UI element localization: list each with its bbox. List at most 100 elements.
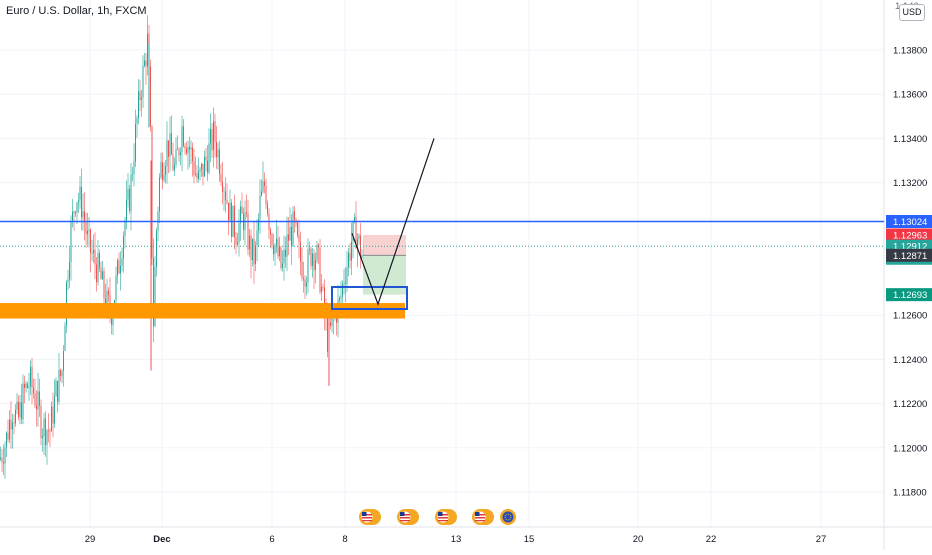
eu-stars (504, 513, 512, 521)
candle-body (100, 267, 102, 280)
x-tick-label: 27 (816, 534, 827, 545)
flag-stripe (400, 514, 410, 516)
candle-body (1, 457, 3, 463)
candle-body (294, 211, 295, 220)
candle-body (309, 248, 310, 250)
candle-body (300, 242, 301, 262)
candle-body (133, 161, 135, 174)
candle-body (292, 211, 294, 246)
candle-body (265, 185, 267, 204)
candle-body (69, 262, 70, 280)
candle-body (54, 396, 55, 424)
candle-body (357, 238, 358, 249)
candle-body (259, 195, 261, 220)
price-label-target (886, 288, 932, 302)
candle-body (241, 206, 243, 214)
candle-body (135, 123, 136, 162)
flag-stripe (438, 520, 448, 522)
candle-body (36, 405, 37, 410)
candle-body (199, 169, 201, 172)
candle-body (346, 267, 348, 284)
candle-body (289, 226, 291, 241)
candle-body (25, 383, 27, 388)
candle-body (349, 252, 351, 261)
candle-body (63, 350, 64, 371)
candle-body (261, 191, 262, 196)
flag-stripe (362, 514, 372, 516)
candle-body (27, 383, 28, 388)
candle-body (51, 406, 52, 432)
candle-body (258, 219, 259, 231)
target-zone (363, 255, 406, 295)
x-tick-label: 6 (269, 534, 274, 545)
candle-body (264, 181, 265, 186)
candle-body (163, 174, 165, 181)
candle-body (217, 149, 219, 158)
candle-body (72, 211, 73, 223)
candle-body (196, 173, 198, 179)
candle-body (145, 60, 147, 67)
candle-body (186, 148, 187, 154)
flag-stripe (438, 514, 448, 516)
candle-body (58, 369, 60, 402)
candle-body (178, 149, 180, 156)
candle-body (0, 457, 1, 459)
candle-body (67, 279, 69, 282)
candle-body (319, 247, 321, 293)
candle-body (231, 202, 232, 237)
candle-body (139, 91, 141, 101)
price-label-entry (886, 248, 932, 262)
candle-body (253, 238, 255, 265)
candle-body (121, 258, 123, 266)
candle-body (45, 418, 46, 446)
candle-body (223, 191, 225, 193)
candle-body (159, 177, 160, 212)
projection-path (351, 138, 435, 306)
candle-body (28, 386, 30, 388)
candle-body (240, 206, 241, 224)
candle-body (84, 211, 85, 223)
candle-body (283, 249, 285, 264)
candle-body (303, 277, 304, 280)
y-tick-label: 1.13800 (893, 46, 927, 57)
candle-body (177, 149, 178, 151)
flag-stripe (362, 517, 372, 519)
candle-body (297, 223, 298, 236)
candle-body (229, 202, 231, 221)
candle-body (34, 393, 36, 406)
candle-body (316, 244, 318, 261)
flag-stripe (438, 517, 448, 519)
candle-body (286, 234, 288, 257)
candle-body (99, 252, 100, 268)
candle-body (16, 401, 18, 410)
candle-body (43, 418, 45, 437)
candle-body (339, 298, 340, 301)
candle-body (108, 290, 109, 296)
candle-body (130, 174, 132, 212)
candle-body (187, 147, 189, 154)
candle-body (169, 133, 171, 157)
candle-body (210, 129, 211, 144)
candle-body (277, 238, 279, 257)
stop-zone (363, 234, 406, 256)
y-tick-label: 1.13200 (893, 178, 927, 189)
candle-body (57, 380, 58, 402)
candle-body (291, 226, 292, 246)
currency-button[interactable]: USD (899, 4, 925, 21)
candle-body (136, 117, 138, 124)
candle-body (351, 241, 352, 261)
candle-body (331, 317, 333, 326)
candle-body (10, 419, 12, 430)
candle-body (237, 242, 238, 245)
y-tick-label: 1.12400 (893, 355, 927, 366)
candle-body (310, 248, 312, 266)
candle-body (76, 202, 78, 213)
candle-body (250, 235, 252, 260)
candle-body (127, 188, 129, 200)
flag-stripe (475, 514, 485, 516)
candle-body (322, 286, 324, 288)
candle-body (60, 369, 61, 377)
candle-body (150, 66, 151, 127)
